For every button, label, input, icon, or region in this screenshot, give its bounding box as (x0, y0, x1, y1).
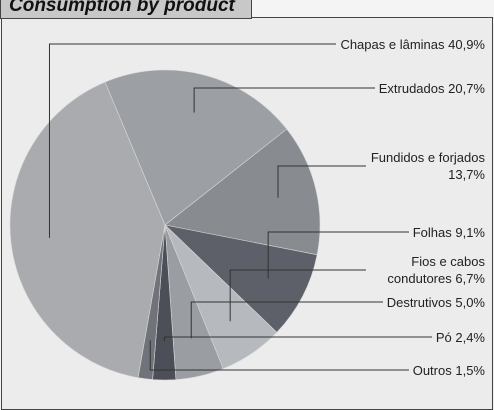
value-label: 5,0% (455, 294, 485, 310)
leader-line (163, 336, 432, 342)
value-label: 6,7% (455, 271, 485, 286)
category-name: Outros (412, 362, 452, 378)
chart-title: Consumption by product (9, 0, 235, 16)
value-label: 1,5% (455, 362, 485, 378)
slice-label: Extrudados 20,7% (379, 80, 485, 97)
category-name: Extrudados (378, 80, 445, 96)
leader-line (267, 231, 409, 279)
slice-label: Chapas e lâminas 40,9% (340, 36, 485, 53)
slice-label: Fios e cabos condutores 6,7% (370, 253, 485, 287)
title-box: Consumption by product (0, 0, 252, 19)
value-label: 20,7% (448, 80, 485, 96)
slice-label: Outros 1,5% (413, 362, 485, 379)
leader-line (149, 340, 409, 371)
leader-line (48, 43, 336, 238)
leader-line (190, 301, 383, 339)
pie-slice (164, 224, 318, 333)
leader-line (277, 165, 366, 198)
category-name: Pó (435, 329, 452, 345)
category-name: Fundidos e forjados (370, 150, 485, 165)
leader-line (229, 269, 366, 322)
pie-slice (9, 81, 166, 378)
slice-label: Fundidos e forjados 13,7% (370, 149, 485, 183)
slice-label: Pó 2,4% (436, 329, 485, 346)
pie-slice (137, 224, 166, 380)
category-name: Destrutivos (386, 294, 452, 310)
category-name: Fios e cabos condutores (387, 254, 485, 286)
pie-slice (104, 69, 288, 226)
value-label: 13,7% (448, 167, 485, 182)
value-label: 2,4% (455, 329, 485, 345)
category-name: Chapas e lâminas (340, 36, 445, 52)
slice-label: Destrutivos 5,0% (387, 294, 485, 311)
value-label: 9,1% (455, 224, 485, 240)
slice-label: Folhas 9,1% (413, 224, 485, 241)
pie-slice (164, 128, 321, 256)
value-label: 40,9% (448, 36, 485, 52)
category-name: Folhas (412, 224, 452, 240)
leader-line (193, 87, 375, 113)
